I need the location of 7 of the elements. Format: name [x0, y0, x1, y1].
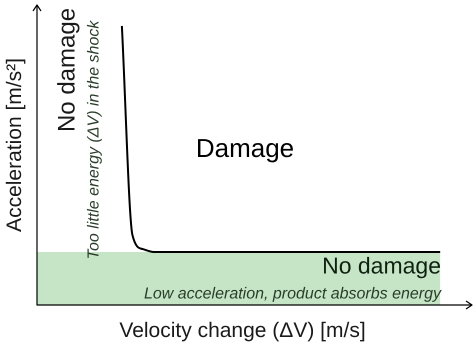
annotation: Low acceleration, product absorbs energy	[144, 285, 442, 302]
annotation: Damage	[196, 133, 294, 164]
annotation: Too little energy (ΔV) in the shock	[85, 20, 102, 260]
annotation: No damage	[54, 8, 81, 132]
y-axis-title: Acceleration [m/s²]	[2, 58, 26, 232]
x-axis-title: Velocity change (ΔV) [m/s]	[119, 318, 366, 342]
annotation: No damage	[322, 252, 441, 278]
